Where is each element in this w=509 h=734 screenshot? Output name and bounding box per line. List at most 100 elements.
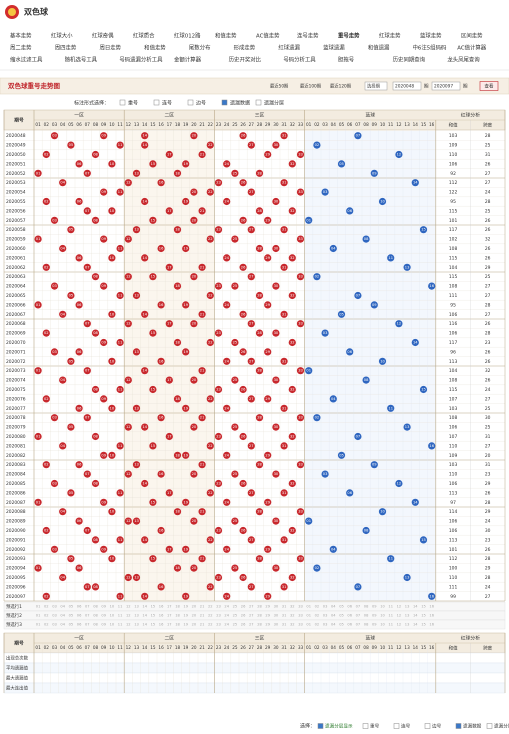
preselect-number[interactable]: 09 [101, 605, 106, 609]
nav-link[interactable]: 龙头凤尾查询 [447, 56, 480, 64]
preselect-number[interactable]: 01 [306, 605, 311, 609]
nav-link[interactable]: 重号走势 [338, 32, 360, 40]
preselect-number[interactable]: 26 [241, 623, 246, 627]
preselect-number[interactable]: 04 [60, 605, 65, 609]
preselect-number[interactable]: 03 [52, 605, 57, 609]
preselect-number[interactable]: 13 [134, 614, 139, 618]
preselect-number[interactable]: 28 [257, 614, 262, 618]
preselect-number[interactable]: 33 [298, 623, 303, 627]
preselect-number[interactable]: 03 [52, 623, 57, 627]
preselect-number[interactable]: 15 [151, 605, 156, 609]
preselect-number[interactable]: 11 [388, 623, 393, 627]
preselect-number[interactable]: 14 [142, 614, 147, 618]
preselect-number[interactable]: 06 [77, 623, 82, 627]
checkbox[interactable] [119, 99, 126, 106]
preselect-number[interactable]: 04 [331, 623, 336, 627]
preselect-number[interactable]: 30 [274, 605, 279, 609]
preselect-number[interactable]: 01 [36, 623, 41, 627]
preselect-number[interactable]: 01 [306, 623, 311, 627]
checkbox[interactable] [317, 723, 324, 729]
preselect-number[interactable]: 05 [69, 614, 74, 618]
preselect-number[interactable]: 02 [44, 623, 49, 627]
nav-link[interactable]: 基本走势 [10, 32, 32, 40]
nav-link[interactable]: 金额计算器 [174, 56, 202, 64]
preselect-number[interactable]: 23 [216, 614, 221, 618]
preselect-number[interactable]: 09 [372, 623, 377, 627]
nav-link[interactable]: 周日走势 [99, 44, 121, 52]
preselect-number[interactable]: 05 [339, 623, 344, 627]
preselect-number[interactable]: 20 [192, 614, 197, 618]
preselect-number[interactable]: 01 [36, 614, 41, 618]
preselect-number[interactable]: 02 [315, 614, 320, 618]
preselect-number[interactable]: 15 [151, 614, 156, 618]
preselect-number[interactable]: 28 [257, 623, 262, 627]
preselect-number[interactable]: 14 [142, 623, 147, 627]
preselect-number[interactable]: 16 [429, 623, 434, 627]
nav-link[interactable]: 中6注5组码码 [413, 44, 447, 52]
preselect-number[interactable]: 15 [421, 623, 426, 627]
preselect-number[interactable]: 06 [347, 623, 352, 627]
nav-link[interactable]: 和值走势 [144, 44, 166, 52]
preselect-number[interactable]: 16 [159, 614, 164, 618]
nav-link[interactable]: 红球012路 [174, 32, 201, 40]
preselect-number[interactable]: 12 [397, 605, 402, 609]
preselect-number[interactable]: 23 [216, 605, 221, 609]
range-link[interactable]: 最近120期 [330, 83, 351, 90]
preselect-number[interactable]: 07 [356, 605, 361, 609]
preselect-number[interactable]: 14 [413, 623, 418, 627]
preselect-number[interactable]: 22 [208, 605, 213, 609]
preselect-number[interactable]: 27 [249, 623, 254, 627]
preselect-number[interactable]: 05 [69, 623, 74, 627]
preselect-number[interactable]: 07 [356, 623, 361, 627]
preselect-number[interactable]: 24 [224, 614, 229, 618]
preselect-number[interactable]: 17 [167, 614, 172, 618]
checkbox[interactable] [153, 99, 160, 106]
preselect-number[interactable]: 14 [413, 614, 418, 618]
preselect-number[interactable]: 01 [306, 614, 311, 618]
checkbox[interactable] [187, 99, 194, 106]
preselect-number[interactable]: 06 [77, 614, 82, 618]
nav-link[interactable]: 随机选号工具 [65, 56, 98, 64]
nav-link[interactable]: 历史开奖对比 [229, 56, 262, 64]
preselect-number[interactable]: 15 [421, 605, 426, 609]
preselect-number[interactable]: 13 [134, 623, 139, 627]
preselect-number[interactable]: 24 [224, 623, 229, 627]
preselect-number[interactable]: 26 [241, 605, 246, 609]
preselect-number[interactable]: 15 [421, 614, 426, 618]
preselect-number[interactable]: 16 [159, 605, 164, 609]
preselect-number[interactable]: 04 [331, 605, 336, 609]
preselect-number[interactable]: 11 [388, 605, 393, 609]
nav-link[interactable]: 红球走势 [379, 32, 401, 40]
preselect-number[interactable]: 32 [290, 623, 295, 627]
preselect-number[interactable]: 14 [413, 605, 418, 609]
preselect-number[interactable]: 08 [93, 614, 98, 618]
nav-link[interactable]: 蓝球遗漏 [323, 44, 345, 52]
nav-link[interactable]: 红球大小 [51, 32, 73, 40]
preselect-number[interactable]: 25 [233, 623, 238, 627]
preselect-number[interactable]: 02 [315, 623, 320, 627]
preselect-number[interactable]: 12 [126, 623, 131, 627]
preselect-number[interactable]: 16 [429, 614, 434, 618]
preselect-number[interactable]: 08 [364, 614, 369, 618]
preselect-number[interactable]: 07 [85, 614, 90, 618]
preselect-number[interactable]: 17 [167, 605, 172, 609]
preselect-number[interactable]: 31 [282, 623, 287, 627]
preselect-number[interactable]: 28 [257, 605, 262, 609]
nav-link[interactable]: 缩水过滤工具 [10, 56, 43, 64]
nav-link[interactable]: 号码分析工具 [283, 56, 316, 64]
range-link[interactable]: 最近100期 [300, 83, 321, 90]
preselect-number[interactable]: 32 [290, 605, 295, 609]
nav-link[interactable]: AC值计算器 [457, 44, 487, 52]
preselect-number[interactable]: 13 [405, 614, 410, 618]
preselect-number[interactable]: 11 [118, 605, 123, 609]
checkbox[interactable] [486, 723, 493, 729]
preselect-number[interactable]: 11 [118, 623, 123, 627]
nav-link[interactable]: 区间走势 [461, 32, 483, 40]
preselect-number[interactable]: 02 [44, 605, 49, 609]
checkbox[interactable] [255, 99, 262, 106]
range-link[interactable]: 最近50期 [270, 83, 288, 90]
nav-link[interactable]: AC值走势 [256, 32, 280, 40]
nav-link[interactable]: 号码遗漏分析工具 [119, 56, 163, 64]
nav-link[interactable]: 红球遗漏 [278, 44, 300, 52]
preselect-number[interactable]: 27 [249, 614, 254, 618]
